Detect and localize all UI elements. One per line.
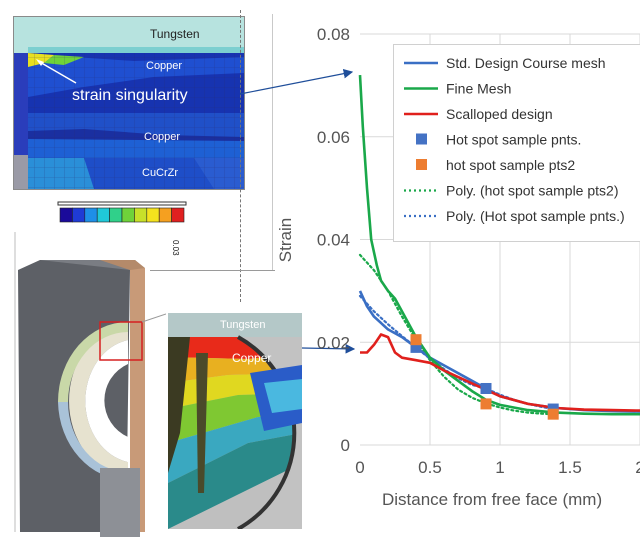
colorbar-legend: 00.0030.00660.00990.0130.0170.020.0230.0… bbox=[47, 196, 192, 264]
x-tick-label: 0.5 bbox=[418, 458, 442, 477]
legend-entry-label: Poly. (Hot spot sample pnts.) bbox=[446, 208, 625, 224]
tungsten-label: Tungsten bbox=[150, 27, 200, 41]
series-line bbox=[358, 253, 555, 416]
fem-top-contour bbox=[14, 17, 244, 189]
data-point-marker bbox=[410, 341, 422, 353]
colorbar-svg bbox=[57, 201, 187, 223]
model-3d-svg bbox=[0, 232, 167, 537]
legend-entry-label: Fine Mesh bbox=[446, 81, 511, 97]
series-line bbox=[358, 294, 555, 411]
legend-entry-label: Std. Design Course mesh bbox=[446, 55, 606, 71]
y-tick-label: 0.02 bbox=[317, 333, 350, 352]
zoom-tungsten-label: Tungsten bbox=[220, 319, 266, 331]
y-tick-label: 0.04 bbox=[317, 231, 350, 250]
zoom-frame-line bbox=[150, 270, 275, 271]
fem-top-panel: Tungsten Copper strain singularity Coppe… bbox=[13, 16, 245, 190]
data-point-marker bbox=[480, 398, 492, 410]
strain-singularity-annotation: strain singularity bbox=[72, 87, 188, 104]
x-axis-label: Distance from free face (mm) bbox=[382, 490, 603, 509]
zoom-copper-label: Copper bbox=[232, 351, 272, 365]
data-point-marker bbox=[547, 408, 559, 420]
legend-entry-label: hot spot sample pts2 bbox=[446, 157, 575, 173]
x-tick-label: 0 bbox=[355, 458, 364, 477]
series-line bbox=[360, 333, 640, 412]
model-3d-image bbox=[0, 232, 167, 537]
zoom-frame-line-v bbox=[272, 14, 273, 270]
data-point-marker bbox=[480, 382, 492, 394]
x-tick-label: 2 bbox=[635, 458, 640, 477]
copper-upper-label: Copper bbox=[146, 60, 183, 72]
y-tick-label: 0 bbox=[341, 436, 350, 455]
cucrzr-label: CuCrZr bbox=[142, 167, 179, 179]
legend-entry-label: Poly. (hot spot sample pts2) bbox=[446, 183, 618, 199]
legend-swatch bbox=[416, 159, 427, 170]
callout-arrow-bottom bbox=[301, 344, 356, 354]
legend-entry-label: Scalloped design bbox=[446, 106, 553, 122]
colorbar-cell bbox=[171, 207, 185, 223]
fem-zoom-panel: Tungsten Copper bbox=[168, 313, 302, 529]
y-tick-label: 0.08 bbox=[317, 25, 350, 44]
copper-lower-label: Copper bbox=[144, 131, 181, 143]
legend-entry-label: Hot spot sample pnts. bbox=[446, 132, 581, 148]
dashed-divider bbox=[240, 10, 241, 302]
callout-arrow-top bbox=[239, 68, 354, 95]
fem-zoom-contour bbox=[168, 313, 302, 529]
legend-swatch bbox=[416, 133, 427, 145]
chart-legend: Std. Design Course mesh Fine Mesh Scallope… bbox=[393, 44, 640, 242]
y-tick-label: 0.06 bbox=[317, 128, 350, 147]
x-tick-label: 1.5 bbox=[558, 458, 582, 477]
data-point-marker bbox=[410, 334, 422, 346]
x-tick-label: 1 bbox=[495, 458, 504, 477]
y-axis-label: Strain bbox=[276, 217, 296, 263]
legend-svg: Std. Design Course mesh Fine Mesh Scallope… bbox=[404, 55, 625, 224]
